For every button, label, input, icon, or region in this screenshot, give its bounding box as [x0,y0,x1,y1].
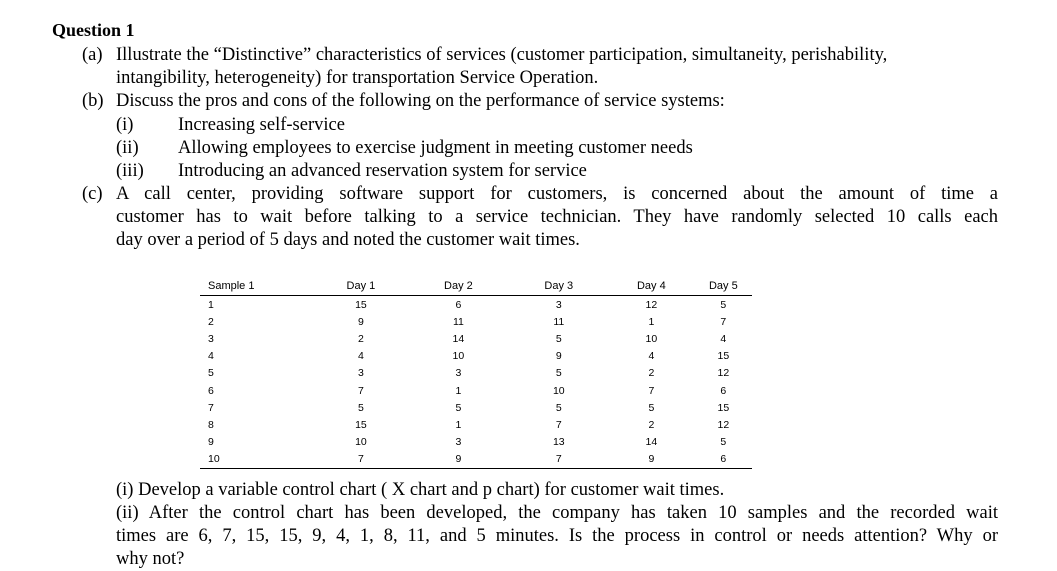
part-b-item-1-text: Increasing self-service [178,115,345,135]
part-b-item-2-text: Allowing employees to exercise judgment … [178,138,693,158]
table-row: 10 7 9 7 9 6 [200,450,752,469]
cell-day-5: 7 [720,315,727,328]
cell-day-4: 7 [648,384,655,397]
cell-day-3: 5 [555,401,562,414]
cell-sample: 3 [208,332,214,345]
part-b-line1: Discuss the pros and cons of the followi… [116,91,725,111]
header-day-2: Day 2 [407,276,510,296]
part-b-item-3-num: (iii) [116,161,144,181]
cell-day-4: 4 [648,350,655,363]
cell-day-4: 2 [648,367,655,380]
header-day-5: Day 5 [694,276,752,296]
cell-day-5: 5 [720,436,727,449]
cell-day-5: 6 [694,450,752,469]
cell-day-1: 15 [355,298,367,311]
cell-sample: 6 [208,384,214,397]
table-row: 7 5 5 5 5 15 [200,399,752,416]
cell-day-1: 7 [358,384,364,397]
cell-day-3: 3 [555,298,562,311]
cell-day-4: 12 [645,298,658,311]
cell-day-3: 11 [553,315,565,328]
table-header-row: Sample 1 Day 1 Day 2 Day 3 Day 4 Day 5 [200,276,752,296]
cell-day-3: 5 [555,367,562,380]
cell-day-1: 7 [314,450,408,469]
cell-day-1: 4 [358,350,364,363]
part-c-label: (c) [82,184,103,204]
cell-day-1: 10 [355,436,367,449]
cell-day-1: 15 [355,418,367,431]
cell-day-5: 12 [717,367,730,380]
part-a-line2: intangibility, heterogeneity) for transp… [116,68,599,88]
cell-day-5: 4 [720,332,727,345]
cell-day-3: 7 [555,418,562,431]
cell-day-2: 5 [455,401,462,414]
cell-day-4: 2 [648,418,655,431]
cell-day-1: 2 [358,332,364,345]
part-c-sub-ii-line1: (ii) After the control chart has been de… [116,503,998,523]
cell-day-2: 14 [452,332,465,345]
part-c-sub-i: (i) Develop a variable control chart ( X… [116,480,725,500]
header-sample: Sample 1 [200,276,315,296]
cell-day-3: 5 [555,332,562,345]
cell-day-4: 1 [648,315,655,328]
cell-sample: 9 [208,436,214,449]
cell-day-1: 3 [358,367,364,380]
table-row: 4 4 10 9 4 15 [200,348,752,365]
part-a-line1: Illustrate the “Distinctive” characteris… [116,45,888,65]
cell-sample: 8 [208,418,214,431]
table-row: 2 9 11 11 1 7 [200,313,752,330]
table-row: 9 10 3 13 14 5 [200,434,752,451]
table-row: 6 7 1 10 7 6 [200,382,752,399]
cell-day-2: 3 [455,367,462,380]
cell-day-5: 15 [717,401,730,414]
cell-day-4: 9 [608,450,695,469]
cell-day-3: 9 [555,350,562,363]
cell-day-2: 11 [452,315,464,328]
cell-day-2: 6 [455,298,462,311]
cell-day-4: 14 [645,436,658,449]
header-day-1: Day 1 [314,276,408,296]
cell-day-5: 12 [717,418,730,431]
cell-day-3: 7 [509,450,609,469]
part-c-line2: customer has to wait before talking to a… [116,207,998,227]
part-b-label: (b) [82,91,104,111]
cell-day-5: 5 [720,298,727,311]
part-b-item-3-text: Introducing an advanced reservation syst… [178,161,587,181]
cell-day-1: 9 [358,315,364,328]
cell-day-2: 9 [407,450,510,469]
part-a-label: (a) [82,45,103,65]
part-c-line1: A call center, providing software suppor… [116,184,998,204]
part-c-sub-ii-line3: why not? [116,549,185,569]
part-c-line3: day over a period of 5 days and noted th… [116,230,580,250]
cell-day-1: 5 [358,401,364,414]
cell-day-5: 6 [720,384,727,397]
header-day-3: Day 3 [509,276,609,296]
table-row: 8 15 1 7 2 12 [200,416,752,433]
cell-sample: 4 [208,350,214,363]
cell-sample: 5 [208,367,214,380]
cell-day-4: 5 [648,401,655,414]
part-b-item-2-num: (ii) [116,138,139,158]
cell-day-2: 1 [455,418,462,431]
cell-sample: 10 [200,450,315,469]
table-row: 5 3 3 5 2 12 [200,365,752,382]
cell-day-3: 10 [552,384,565,397]
cell-sample: 1 [208,298,214,311]
table-row: 1 15 6 3 12 5 [200,296,752,314]
cell-day-2: 10 [452,350,465,363]
wait-times-table: Sample 1 Day 1 Day 2 Day 3 Day 4 Day 5 1… [200,276,752,469]
part-b-item-1-num: (i) [116,115,134,135]
question-title: Question 1 [52,20,135,40]
cell-day-4: 10 [645,332,658,345]
table-row: 3 2 14 5 10 4 [200,330,752,347]
header-day-4: Day 4 [608,276,695,296]
part-c-sub-ii-line2: times are 6, 7, 15, 15, 9, 4, 1, 8, 11, … [116,526,998,546]
cell-sample: 7 [208,401,214,414]
cell-sample: 2 [208,315,214,328]
cell-day-5: 15 [717,350,730,363]
cell-day-3: 13 [552,436,565,449]
cell-day-2: 1 [455,384,462,397]
cell-day-2: 3 [455,436,462,449]
